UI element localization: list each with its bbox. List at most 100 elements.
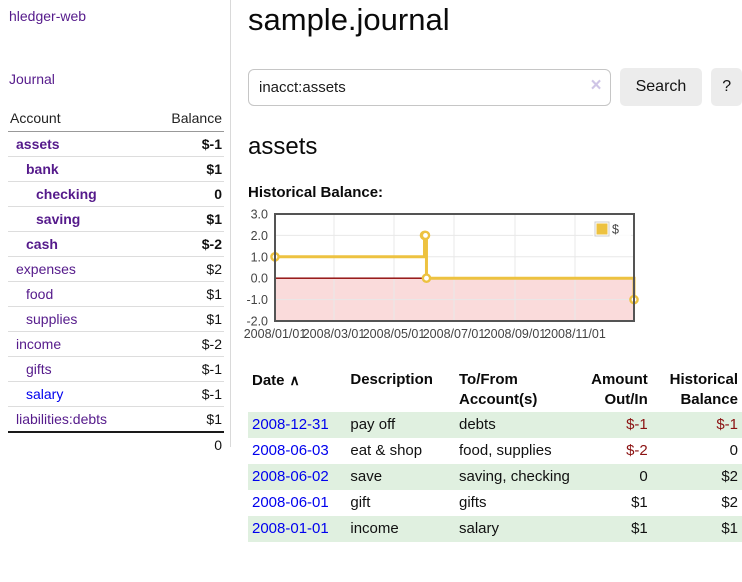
sidebar-account-link-income[interactable]: income (16, 336, 62, 352)
register-header-accounts: To/From Account(s) (459, 371, 538, 408)
help-button[interactable]: ? (711, 68, 742, 106)
register-cell-balance: $-1 (716, 416, 738, 433)
chart-point-marker (420, 230, 431, 241)
chart-border (274, 213, 635, 322)
chart-y-tick-label: 0.0 (251, 272, 268, 286)
account-balance: $1 (148, 281, 224, 307)
chart-y-tick-label: -2.0 (246, 315, 268, 329)
search-form: × Search ? (248, 68, 742, 106)
register-row: 2008-06-01 gift gifts $1 $2 (248, 490, 742, 516)
account-balance: $-1 (148, 381, 224, 407)
chart-point-marker (421, 273, 432, 283)
register-row: 2008-01-01 income salary $1 $1 (248, 516, 742, 542)
register-cell-amount: $-1 (626, 416, 648, 433)
sidebar-account-link-saving[interactable]: saving (36, 211, 81, 227)
balance-chart-svg: $2008/01/012008/03/012008/05/012008/07/0… (244, 208, 639, 341)
register-date-link[interactable]: 2008-06-02 (252, 468, 329, 485)
account-heading: assets (248, 133, 318, 160)
register-cell-balance: $1 (721, 520, 738, 537)
account-row: supplies $1 (8, 306, 224, 332)
register-date-link[interactable]: 2008-12-31 (252, 416, 329, 433)
register-date-link[interactable]: 2008-06-01 (252, 494, 329, 511)
account-balance: $-2 (148, 331, 224, 357)
sidebar-account-link-liabilities-debts[interactable]: liabilities:debts (16, 411, 108, 427)
register-cell-accounts: debts (459, 416, 496, 433)
chart-y-tick-label: -1.0 (246, 293, 268, 307)
account-balance: $1 (148, 406, 224, 433)
account-balance: $1 (148, 156, 224, 182)
register-header-amount: Amount Out/In (591, 371, 648, 408)
register-cell-amount: 0 (639, 468, 648, 485)
account-row: liabilities:debts $1 (8, 406, 224, 433)
chart-x-tick-label: 2008/11/01 (544, 327, 606, 341)
sidebar-account-link-gifts[interactable]: gifts (26, 361, 52, 377)
chart-y-tick-label: 2.0 (251, 229, 268, 243)
search-input[interactable] (248, 68, 611, 106)
chart-x-tick-label: 2008/09/01 (484, 327, 547, 341)
sidebar-account-link-checking[interactable]: checking (36, 186, 97, 202)
accounts-table: Account Balance assets $-1 bank $1 checking 0… (8, 106, 224, 457)
sidebar-account-link-salary[interactable]: salary (26, 386, 64, 402)
search-button[interactable]: Search (619, 68, 703, 106)
register-header-date-label: Date (252, 372, 285, 389)
account-row: checking 0 (8, 181, 224, 207)
sidebar-account-link-assets[interactable]: assets (16, 136, 60, 152)
account-balance: $1 (148, 206, 224, 232)
register-cell-accounts: gifts (459, 494, 487, 511)
register-header-description: Description (350, 371, 433, 388)
register-table-body: 2008-12-31 pay off debts $-1 $-1 2008-06-03 ea… (248, 412, 742, 542)
main-content: sample.journal × Search ? assets Histori… (244, 0, 742, 542)
account-balance: $2 (148, 256, 224, 282)
account-row: expenses $2 (8, 256, 224, 282)
sidebar-account-link-cash[interactable]: cash (26, 236, 58, 252)
register-header-balance: Historical Balance (669, 371, 738, 408)
register-row: 2008-06-02 save saving, checking 0 $2 (248, 464, 742, 490)
accounts-header-balance: Balance (148, 106, 224, 132)
balance-chart: $2008/01/01 2008/03/01 2008/05/01 2008/07/0… (238, 208, 742, 351)
register-date-link[interactable]: 2008-06-03 (252, 442, 329, 459)
chart-x-tick-label: 2008/03/01 (303, 327, 366, 341)
register-cell-accounts: food, supplies (459, 442, 552, 459)
account-row: income $-2 (8, 331, 224, 357)
account-balance: $-2 (148, 231, 224, 257)
sidebar-account-link-food[interactable]: food (26, 286, 54, 302)
chart-x-tick-label: 2008/05/01 (363, 327, 426, 341)
register-cell-description: gift (350, 494, 371, 511)
app-brand-link[interactable]: hledger-web (9, 8, 87, 24)
clear-search-icon[interactable]: × (590, 74, 602, 96)
register-cell-description: save (350, 468, 383, 485)
register-date-link[interactable]: 2008-01-01 (252, 520, 329, 537)
account-balance: $-1 (148, 356, 224, 382)
account-balance: $1 (148, 306, 224, 332)
chart-y-tick-label: 1.0 (251, 250, 268, 264)
accounts-table-body: assets $-1 bank $1 checking 0 saving $1 cash $-2 e… (8, 131, 224, 433)
register-cell-amount: $1 (631, 520, 648, 537)
account-balance: 0 (148, 181, 224, 207)
register-cell-description: income (350, 520, 399, 537)
sidebar-account-link-bank[interactable]: bank (26, 161, 59, 177)
accounts-header-account: Account (8, 106, 149, 132)
sidebar-item-journal[interactable]: Journal (9, 71, 55, 87)
register-cell-amount: $1 (631, 494, 648, 511)
sort-ascending-icon: ∧ (289, 372, 300, 388)
sidebar-account-link-supplies[interactable]: supplies (26, 311, 78, 327)
chart-legend-swatch (596, 223, 608, 235)
chart-x-tick-label: 2008/01/01 (244, 327, 307, 341)
register-cell-balance: $2 (721, 494, 738, 511)
register-cell-accounts: saving, checking (459, 468, 570, 485)
register-cell-amount: $-2 (626, 442, 648, 459)
accounts-total-row: 0 (8, 431, 224, 457)
register-header-date[interactable]: Date ∧ (248, 368, 346, 412)
sidebar: hledger-web Journal Account Balance asse… (0, 0, 231, 457)
register-table: Date ∧ Description To/From Account(s) Amo… (248, 368, 742, 542)
register-cell-description: pay off (350, 416, 396, 433)
register-row: 2008-06-03 eat & shop food, supplies $-2 0 (248, 438, 742, 464)
register-cell-balance: 0 (729, 442, 738, 459)
register-cell-accounts: salary (459, 520, 500, 537)
register-row: 2008-12-31 pay off debts $-1 $-1 (248, 412, 742, 438)
accounts-total-value: 0 (148, 431, 224, 457)
sidebar-account-link-expenses[interactable]: expenses (16, 261, 76, 277)
account-row: saving $1 (8, 206, 224, 232)
register-cell-description: eat & shop (350, 442, 423, 459)
chart-title: Historical Balance: (248, 184, 384, 201)
